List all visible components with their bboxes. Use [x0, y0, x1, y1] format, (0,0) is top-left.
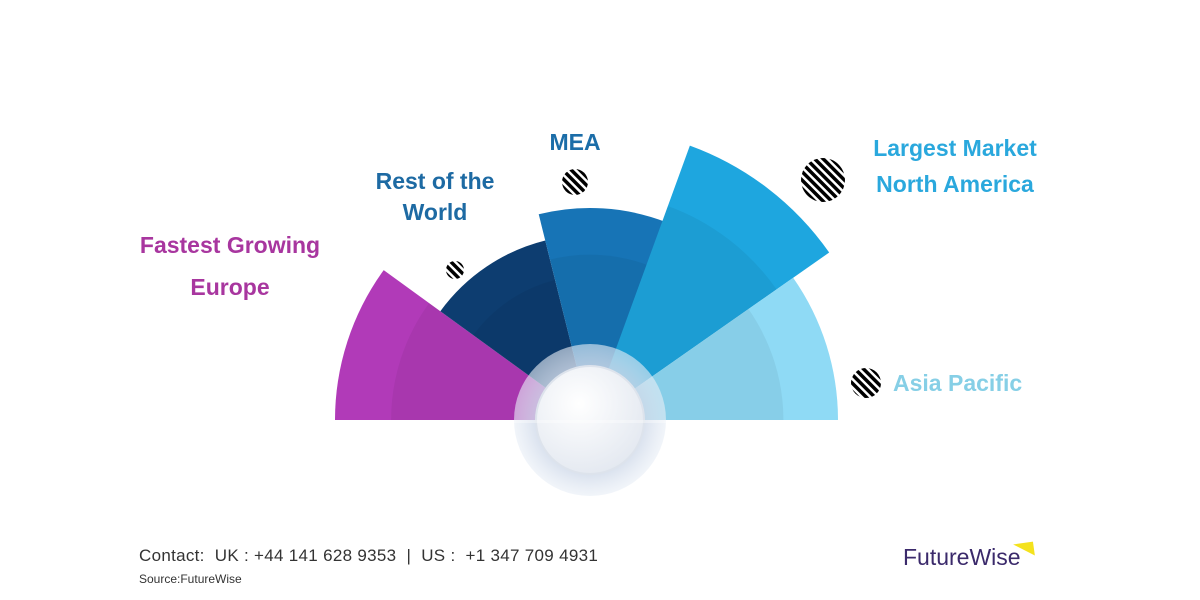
europe-tag: Fastest Growing: [139, 232, 321, 258]
mea-hatched-dot-icon: [562, 169, 588, 195]
europe-name: Europe: [190, 274, 270, 300]
sector-na: [590, 145, 830, 421]
label-asia-pacific: Asia Pacific: [893, 370, 1023, 396]
logo-arrow-icon: [1013, 541, 1035, 559]
label-rest-of-world: Rest of the World: [375, 168, 495, 225]
ap-hatched-dot-icon: [851, 368, 881, 398]
north-america-name: North America: [876, 171, 1034, 197]
europe-hatched-dot-icon: [298, 276, 338, 316]
na-hatched-dot-icon: [801, 158, 845, 202]
futurewise-logo: FutureWise: [903, 544, 1021, 570]
label-north-america: Largest Market North America: [850, 131, 1060, 201]
source-note: Source:FutureWise: [139, 572, 242, 586]
sector-shade-mea: [549, 254, 650, 420]
sector-mea: [538, 208, 666, 420]
label-europe: Fastest Growing Europe: [120, 228, 340, 304]
contact-info: Contact: UK : +44 141 628 9353 | US : +1…: [139, 546, 599, 565]
row-hatched-dot-icon: [446, 261, 464, 279]
center-circle: [535, 365, 645, 475]
north-america-tag: Largest Market: [873, 135, 1037, 161]
label-mea: MEA: [549, 129, 601, 155]
